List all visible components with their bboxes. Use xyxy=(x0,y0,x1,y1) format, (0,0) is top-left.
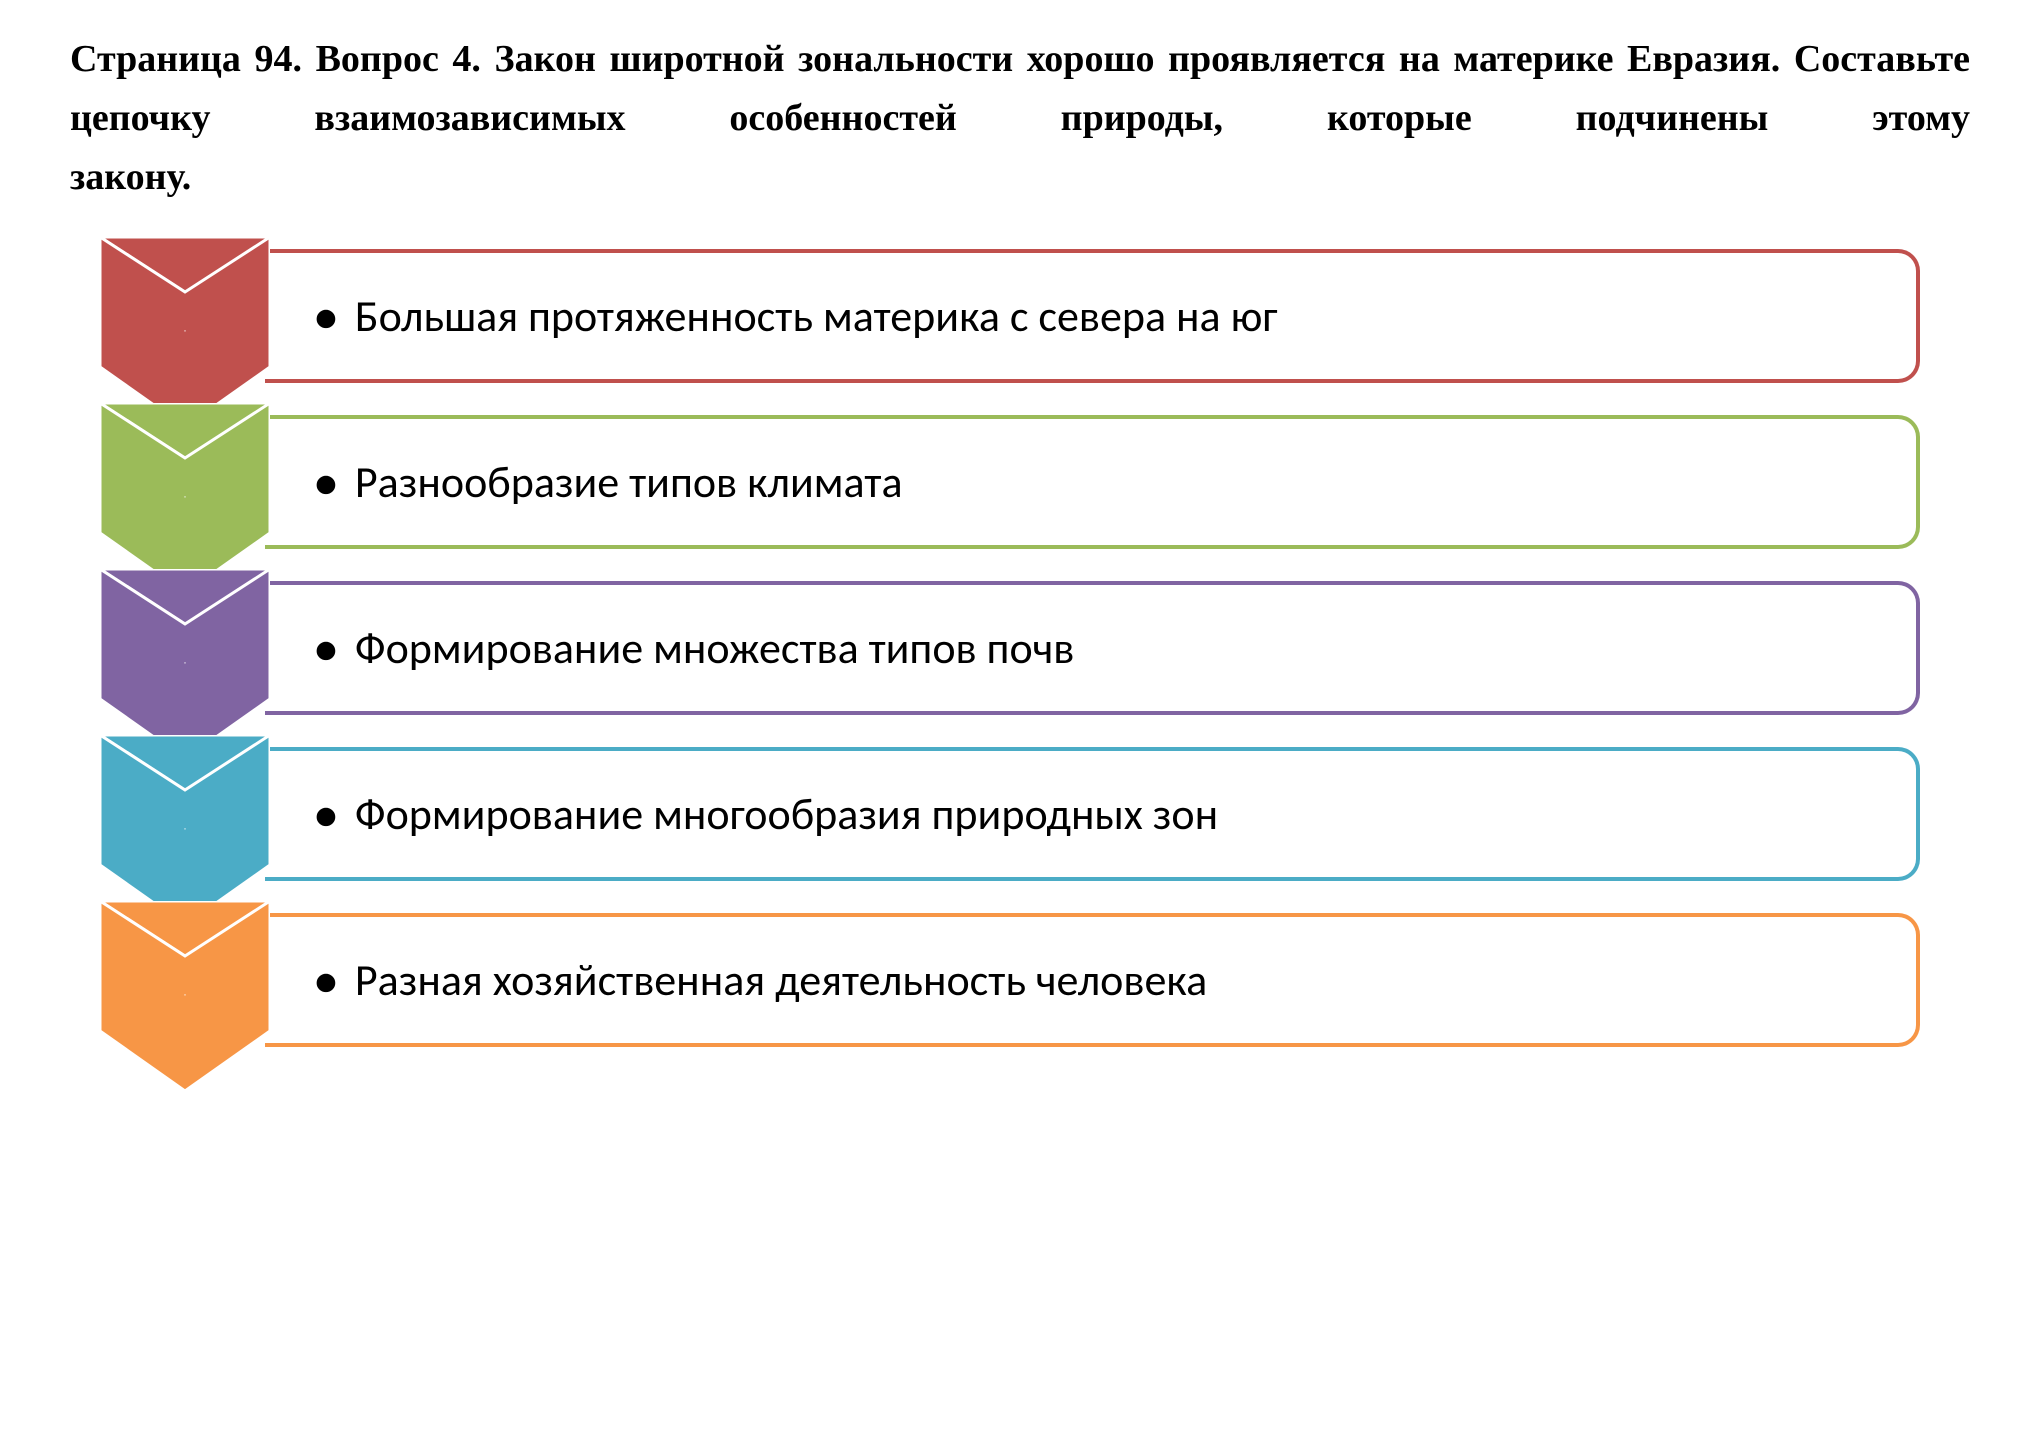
chevron-down-icon: . xyxy=(100,901,270,1091)
chevron-box: • Формирование многообразия природных зон xyxy=(265,747,1920,881)
chevron-label: Разная хозяйственная деятельность челове… xyxy=(355,953,1207,1007)
header-line-3: взаимозависимых особенностей природы, ко… xyxy=(314,97,1970,139)
chevron-down-icon: . xyxy=(100,403,270,593)
chevron-label: Разнообразие типов климата xyxy=(355,455,903,509)
chevron-down-icon: . xyxy=(100,735,270,925)
chevron-box-wrap: • Формирование множества типов почв xyxy=(270,569,1920,759)
chevron-dot: . xyxy=(184,487,187,500)
bullet-icon: • xyxy=(315,289,337,343)
chevron-row: . • Большая протяженность материка с севе… xyxy=(100,237,1920,427)
chevron-row: . • Разнообразие типов климата xyxy=(100,403,1920,593)
chevron-box: • Формирование множества типов почв xyxy=(265,581,1920,715)
chevron-diagram: . • Большая протяженность материка с севе… xyxy=(40,237,2000,1091)
chevron-box-wrap: • Разнообразие типов климата xyxy=(270,403,1920,593)
bullet-icon: • xyxy=(315,621,337,675)
bullet-icon: • xyxy=(315,953,337,1007)
chevron-down-icon: . xyxy=(100,237,270,427)
chevron-dot: . xyxy=(184,321,187,334)
header-line-4: закону. xyxy=(70,148,1970,207)
chevron-row: . • Формирование множества типов почв xyxy=(100,569,1920,759)
chevron-box: • Большая протяженность материка с севера… xyxy=(265,249,1920,383)
bullet-icon: • xyxy=(315,787,337,841)
chevron-down-icon: . xyxy=(100,569,270,759)
chevron-label: Большая протяженность материка с севера … xyxy=(355,289,1278,343)
chevron-box: • Разная хозяйственная деятельность челов… xyxy=(265,913,1920,1047)
chevron-label: Формирование многообразия природных зон xyxy=(355,787,1218,841)
chevron-box-wrap: • Формирование многообразия природных зон xyxy=(270,735,1920,925)
chevron-row: . • Формирование многообразия природных з… xyxy=(100,735,1920,925)
bullet-icon: • xyxy=(315,455,337,509)
chevron-label: Формирование множества типов почв xyxy=(355,621,1074,675)
chevron-dot: . xyxy=(184,653,187,666)
chevron-row: . • Разная хозяйственная деятельность чел… xyxy=(100,901,1920,1091)
chevron-box-wrap: • Разная хозяйственная деятельность челов… xyxy=(270,901,1920,1091)
header-line-1: Страница 94. Вопрос 4. Закон широтной зо… xyxy=(70,38,1155,80)
chevron-box: • Разнообразие типов климата xyxy=(265,415,1920,549)
chevron-dot: . xyxy=(184,819,187,832)
chevron-box-wrap: • Большая протяженность материка с севера… xyxy=(270,237,1920,427)
question-header: Страница 94. Вопрос 4. Закон широтной зо… xyxy=(40,30,2000,207)
chevron-dot: . xyxy=(184,985,187,998)
